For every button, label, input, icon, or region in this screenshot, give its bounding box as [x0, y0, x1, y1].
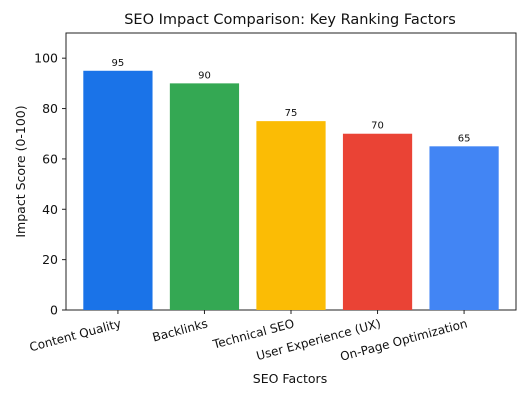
data-label: 65	[458, 133, 471, 144]
y-tick-label: 100	[34, 51, 58, 66]
bar	[256, 121, 326, 311]
y-tick-label: 0	[50, 303, 58, 318]
data-label: 70	[371, 121, 384, 132]
bar	[429, 146, 499, 310]
chart-title: SEO Impact Comparison: Key Ranking Facto…	[124, 12, 456, 28]
bar	[169, 83, 240, 310]
bars: 95 90 75 70 65	[83, 58, 499, 311]
y-tick-label: 20	[42, 252, 58, 267]
y-axis-label: Impact Score (0-100)	[13, 105, 28, 237]
data-label: 95	[112, 58, 125, 69]
y-tick-label: 80	[42, 101, 58, 116]
y-tick-label: 60	[42, 151, 58, 166]
x-tick-label: Backlinks	[151, 316, 209, 344]
bar	[83, 70, 153, 310]
y-axis: 0 20 40 60 80 100	[34, 51, 66, 318]
bar	[342, 133, 413, 310]
y-tick-label: 40	[42, 202, 58, 217]
x-axis-label: SEO Factors	[253, 371, 327, 386]
data-label: 75	[285, 108, 298, 119]
x-tick-label: Content Quality	[28, 316, 123, 354]
data-label: 90	[198, 70, 211, 81]
x-axis: Content Quality Backlinks Technical SEOUse…	[28, 310, 469, 364]
